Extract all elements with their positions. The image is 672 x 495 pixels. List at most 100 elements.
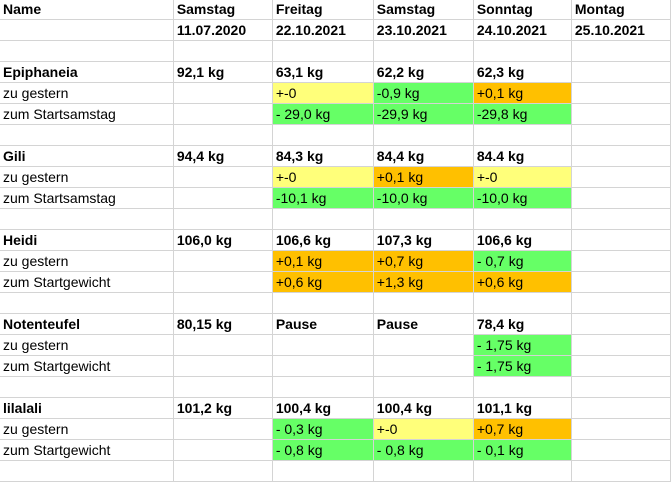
weight-cell[interactable] — [570, 61, 672, 83]
empty-cell[interactable] — [472, 124, 572, 146]
start-diff-cell[interactable]: +0,6 kg — [271, 271, 374, 293]
empty-cell[interactable] — [271, 124, 374, 146]
start-diff-cell[interactable] — [372, 355, 474, 377]
person-name[interactable]: lilalali — [0, 397, 174, 419]
diff-cell[interactable] — [172, 166, 273, 188]
weight-cell[interactable]: 62,2 kg — [372, 61, 474, 83]
weight-cell[interactable]: Pause — [271, 313, 374, 335]
empty-cell[interactable] — [472, 208, 572, 230]
empty-cell[interactable] — [172, 460, 273, 482]
start-diff-cell[interactable] — [570, 187, 672, 209]
diff-cell[interactable] — [570, 250, 672, 272]
diff-cell[interactable]: +0,1 kg — [372, 166, 474, 188]
empty-cell[interactable] — [372, 460, 474, 482]
header-day[interactable]: Samstag — [172, 0, 273, 20]
weight-cell[interactable] — [570, 397, 672, 419]
diff-label[interactable]: zu gestern — [0, 82, 174, 104]
diff-cell[interactable] — [570, 334, 672, 356]
start-diff-cell[interactable] — [271, 355, 374, 377]
header-date[interactable]: 22.10.2021 — [271, 19, 374, 41]
weight-cell[interactable]: 106,6 kg — [271, 229, 374, 251]
empty-cell[interactable] — [0, 460, 174, 482]
weight-cell[interactable]: 84,3 kg — [271, 145, 374, 167]
start-diff-cell[interactable]: - 0,8 kg — [372, 439, 474, 461]
weight-cell[interactable]: 101,2 kg — [172, 397, 273, 419]
empty-cell[interactable] — [472, 460, 572, 482]
start-diff-cell[interactable] — [172, 439, 273, 461]
start-diff-cell[interactable]: +1,3 kg — [372, 271, 474, 293]
header-day[interactable]: Samstag — [372, 0, 474, 20]
empty-cell[interactable] — [271, 208, 374, 230]
weight-cell[interactable]: 63,1 kg — [271, 61, 374, 83]
empty-cell[interactable] — [271, 460, 374, 482]
diff-cell[interactable]: - 0,3 kg — [271, 418, 374, 440]
start-label[interactable]: zum Startgewicht — [0, 355, 174, 377]
diff-label[interactable]: zu gestern — [0, 418, 174, 440]
start-diff-cell[interactable]: - 1,75 kg — [472, 355, 572, 377]
weight-cell[interactable]: 106,6 kg — [472, 229, 572, 251]
diff-cell[interactable]: - 1,75 kg — [472, 334, 572, 356]
weight-cell[interactable]: 107,3 kg — [372, 229, 474, 251]
empty-cell[interactable] — [0, 376, 174, 398]
start-diff-cell[interactable] — [570, 271, 672, 293]
empty-cell[interactable] — [172, 292, 273, 314]
empty-cell[interactable] — [0, 208, 174, 230]
diff-cell[interactable] — [172, 250, 273, 272]
diff-cell[interactable]: +0,7 kg — [372, 250, 474, 272]
empty-cell[interactable] — [570, 460, 672, 482]
diff-cell[interactable]: +0,1 kg — [472, 82, 572, 104]
header-date[interactable]: 23.10.2021 — [372, 19, 474, 41]
header-date[interactable]: 11.07.2020 — [172, 19, 273, 41]
weight-cell[interactable]: 101,1 kg — [472, 397, 572, 419]
empty-cell[interactable] — [0, 19, 174, 41]
diff-cell[interactable] — [172, 82, 273, 104]
weight-cell[interactable]: 80,15 kg — [172, 313, 273, 335]
empty-cell[interactable] — [472, 376, 572, 398]
empty-cell[interactable] — [570, 40, 672, 62]
empty-cell[interactable] — [271, 40, 374, 62]
header-day[interactable]: Montag — [570, 0, 672, 20]
start-diff-cell[interactable] — [570, 355, 672, 377]
diff-cell[interactable]: -0,9 kg — [372, 82, 474, 104]
empty-cell[interactable] — [570, 208, 672, 230]
weight-cell[interactable] — [570, 229, 672, 251]
start-diff-cell[interactable]: - 29,0 kg — [271, 103, 374, 125]
start-diff-cell[interactable] — [570, 103, 672, 125]
start-diff-cell[interactable]: -29,9 kg — [372, 103, 474, 125]
empty-cell[interactable] — [372, 40, 474, 62]
weight-cell[interactable]: 100,4 kg — [271, 397, 374, 419]
diff-cell[interactable]: +-0 — [271, 166, 374, 188]
header-day[interactable]: Sonntag — [472, 0, 572, 20]
empty-cell[interactable] — [372, 376, 474, 398]
diff-label[interactable]: zu gestern — [0, 250, 174, 272]
weight-cell[interactable]: 84,4 kg — [372, 145, 474, 167]
weight-cell[interactable]: 94,4 kg — [172, 145, 273, 167]
empty-cell[interactable] — [271, 292, 374, 314]
diff-cell[interactable] — [570, 166, 672, 188]
header-date[interactable]: 24.10.2021 — [472, 19, 572, 41]
diff-label[interactable]: zu gestern — [0, 166, 174, 188]
diff-cell[interactable] — [570, 82, 672, 104]
diff-cell[interactable]: +0,7 kg — [472, 418, 572, 440]
diff-cell[interactable]: +-0 — [271, 82, 374, 104]
diff-cell[interactable]: - 0,7 kg — [472, 250, 572, 272]
start-diff-cell[interactable] — [172, 187, 273, 209]
start-diff-cell[interactable]: - 0,8 kg — [271, 439, 374, 461]
start-label[interactable]: zum Startsamstag — [0, 103, 174, 125]
start-diff-cell[interactable] — [172, 271, 273, 293]
diff-cell[interactable] — [271, 334, 374, 356]
start-label[interactable]: zum Startsamstag — [0, 187, 174, 209]
weight-cell[interactable] — [570, 313, 672, 335]
diff-cell[interactable]: +-0 — [472, 166, 572, 188]
weight-cell[interactable]: 100,4 kg — [372, 397, 474, 419]
empty-cell[interactable] — [172, 208, 273, 230]
empty-cell[interactable] — [372, 292, 474, 314]
empty-cell[interactable] — [472, 40, 572, 62]
empty-cell[interactable] — [271, 376, 374, 398]
weight-cell[interactable]: 78,4 kg — [472, 313, 572, 335]
empty-cell[interactable] — [0, 124, 174, 146]
empty-cell[interactable] — [570, 124, 672, 146]
start-diff-cell[interactable]: -29,8 kg — [472, 103, 572, 125]
start-diff-cell[interactable]: +0,6 kg — [472, 271, 572, 293]
start-diff-cell[interactable] — [172, 355, 273, 377]
